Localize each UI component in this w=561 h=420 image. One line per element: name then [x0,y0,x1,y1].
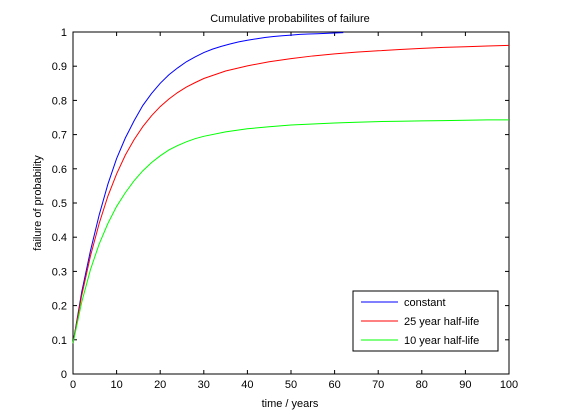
series-line-1 [72,32,344,344]
y-tick-label: 0.6 [52,164,67,176]
legend-label-3: 10 year half-life [404,335,479,347]
plot-border [72,31,510,375]
x-tick-label: 90 [459,379,471,391]
x-tick-label: 60 [328,379,340,391]
y-tick-label: 0.3 [52,266,67,278]
x-tick-label: 0 [70,379,76,391]
series-line-2 [72,44,510,344]
chart-title: Cumulative probabilites of failure [210,13,370,25]
x-tick-label: 30 [198,379,210,391]
y-tick-label: 0.2 [52,301,67,313]
y-tick-label: 0 [61,369,67,381]
axes: 0 10 20 30 40 50 60 70 80 90 100 0 0.1 0.2 0.3 0.4 0.5 0.… [52,27,518,391]
y-tick-label: 0.4 [52,232,67,244]
y-tick-label: 0.1 [52,335,67,347]
x-tick-label: 70 [372,379,384,391]
x-axis-title: time / years [262,398,319,410]
x-tick-label: 40 [241,379,253,391]
legend-label-1: constant [404,297,446,309]
y-tick-label: 0.8 [52,95,67,107]
y-axis-title: failure of probability [32,155,44,251]
y-tick-label: 0.5 [52,198,67,210]
y-tick-label: 1 [61,27,67,39]
series-line-3 [72,119,509,344]
series-lines [72,32,510,344]
x-tick-label: 20 [154,379,166,391]
x-tick-label: 100 [500,379,518,391]
legend-label-2: 25 year half-life [404,316,479,328]
y-tick-label: 0.7 [52,130,67,142]
x-tick-label: 80 [416,379,428,391]
x-tick-label: 10 [110,379,122,391]
x-tick-label: 50 [285,379,297,391]
y-tick-label: 0.9 [52,61,67,73]
legend: constant 25 year half-life 10 year half-li… [352,290,499,352]
